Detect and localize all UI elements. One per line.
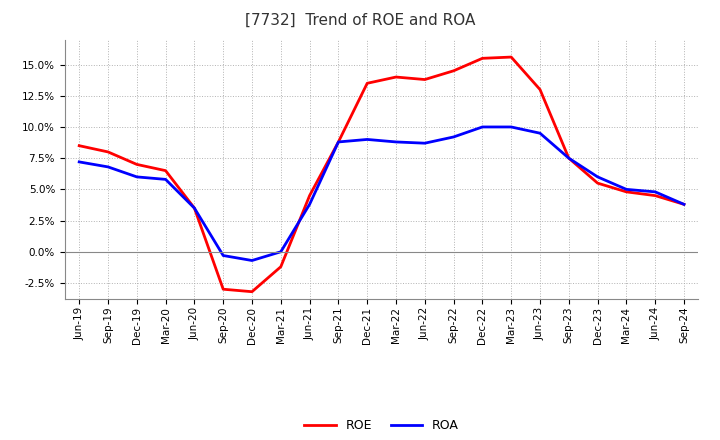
ROE — [190, 205, 199, 211]
ROA — [507, 125, 516, 130]
ROE — [478, 56, 487, 61]
ROA — [161, 177, 170, 182]
ROA — [104, 164, 112, 169]
ROE — [420, 77, 429, 82]
ROE — [161, 168, 170, 173]
ROA — [305, 202, 314, 207]
ROA — [593, 174, 602, 180]
Line: ROE: ROE — [79, 57, 684, 292]
ROA — [276, 249, 285, 254]
ROE — [334, 139, 343, 145]
ROE — [507, 55, 516, 60]
ROE — [219, 286, 228, 292]
ROE — [564, 155, 573, 161]
ROE — [305, 193, 314, 198]
ROA — [363, 137, 372, 142]
ROE — [449, 68, 458, 73]
ROE — [536, 87, 544, 92]
ROA — [536, 131, 544, 136]
ROA — [392, 139, 400, 145]
ROE — [622, 189, 631, 194]
ROE — [248, 289, 256, 294]
ROA — [622, 187, 631, 192]
ROA — [132, 174, 141, 180]
ROE — [651, 193, 660, 198]
ROA — [651, 189, 660, 194]
ROA — [478, 125, 487, 130]
ROA — [564, 155, 573, 161]
ROE — [132, 162, 141, 167]
ROA — [420, 140, 429, 146]
ROA — [449, 134, 458, 139]
Legend: ROE, ROA: ROE, ROA — [300, 414, 464, 437]
ROE — [363, 81, 372, 86]
ROE — [276, 264, 285, 269]
Line: ROA: ROA — [79, 127, 684, 260]
ROA — [334, 139, 343, 145]
ROE — [392, 74, 400, 80]
ROA — [75, 159, 84, 165]
ROA — [219, 253, 228, 258]
Text: [7732]  Trend of ROE and ROA: [7732] Trend of ROE and ROA — [245, 13, 475, 28]
ROE — [593, 180, 602, 186]
ROE — [680, 202, 688, 207]
ROE — [75, 143, 84, 148]
ROA — [680, 202, 688, 207]
ROE — [104, 149, 112, 154]
ROA — [190, 205, 199, 211]
ROA — [248, 258, 256, 263]
